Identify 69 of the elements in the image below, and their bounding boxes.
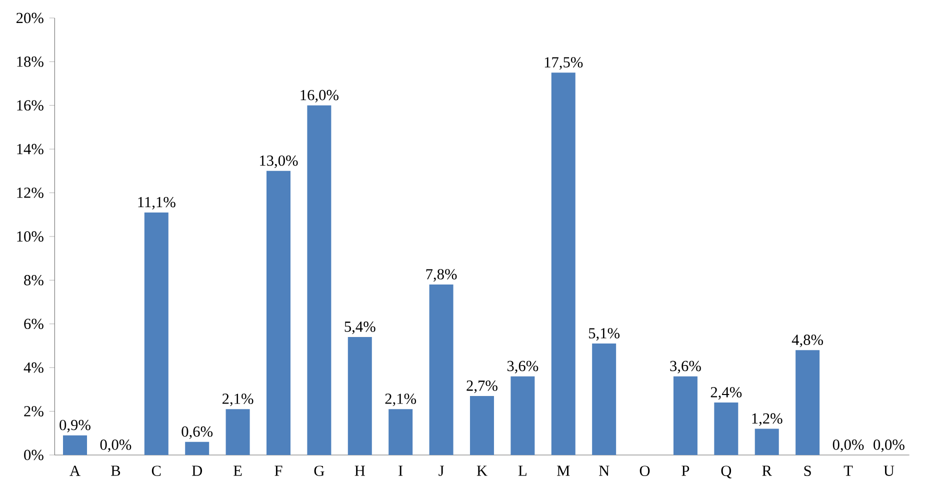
data-label: 2,4% xyxy=(710,387,742,400)
x-tick-label: O xyxy=(640,466,650,476)
data-label: 17,5% xyxy=(544,57,583,70)
x-tick-label: S xyxy=(804,466,811,476)
bar xyxy=(551,72,576,455)
data-label: 0,0% xyxy=(100,440,132,452)
x-tick-label: I xyxy=(398,466,403,476)
data-label: 5,4% xyxy=(344,322,376,334)
data-label: 3,6% xyxy=(670,360,701,374)
y-tick-label: 2% xyxy=(24,406,44,416)
data-label: 4,8% xyxy=(792,334,824,348)
x-tick-label: H xyxy=(354,466,365,476)
y-tick-label: 12% xyxy=(17,188,44,198)
data-label: 0,6% xyxy=(182,426,213,439)
bar xyxy=(429,284,454,455)
bar xyxy=(185,442,210,455)
bar xyxy=(266,170,290,455)
data-label: 5,1% xyxy=(589,328,620,341)
bar xyxy=(63,435,88,455)
x-tick-label: C xyxy=(152,466,161,476)
x-tick-label: K xyxy=(476,466,488,476)
data-label: 11,1% xyxy=(138,196,176,210)
x-tick-label: D xyxy=(192,466,202,476)
data-label: 2,1% xyxy=(385,394,416,406)
data-label: 13,0% xyxy=(260,155,298,168)
bar xyxy=(754,428,779,455)
y-tick-label: 14% xyxy=(17,144,44,154)
x-tick-label: J xyxy=(438,466,444,476)
y-tick-label: 0% xyxy=(24,450,44,460)
x-tick-label: B xyxy=(111,466,120,476)
bar xyxy=(388,409,413,455)
y-tick-label: 16% xyxy=(17,100,44,111)
y-tick-label: 20% xyxy=(16,12,44,24)
data-label: 0,9% xyxy=(60,420,90,432)
x-tick-label: U xyxy=(884,466,894,476)
bar xyxy=(226,409,250,455)
x-tick-label: M xyxy=(557,466,570,476)
bar xyxy=(510,376,535,455)
y-tick-label: 10% xyxy=(17,231,44,242)
bar xyxy=(144,212,168,455)
data-label: 0,0% xyxy=(832,440,864,452)
bar xyxy=(592,344,616,455)
data-label: 2,1% xyxy=(222,394,254,406)
x-tick-label: G xyxy=(314,466,324,476)
x-tick-label: F xyxy=(274,466,282,476)
x-tick-label: Q xyxy=(721,466,732,478)
x-tick-label: L xyxy=(518,466,526,476)
x-tick-label: P xyxy=(682,466,690,476)
y-tick-label: 4% xyxy=(24,362,44,373)
y-tick-label: 6% xyxy=(24,318,44,330)
data-label: 3,6% xyxy=(507,360,538,374)
x-tick-label: T xyxy=(844,466,853,476)
bar xyxy=(348,336,372,455)
x-tick-label: N xyxy=(598,466,610,476)
y-tick-label: 18% xyxy=(17,56,44,67)
bar xyxy=(673,376,698,455)
bar xyxy=(714,402,738,455)
data-label: 1,2% xyxy=(752,413,782,426)
data-label: 7,8% xyxy=(426,269,457,282)
bar xyxy=(796,350,820,455)
data-label: 16,0% xyxy=(300,90,338,102)
data-label: 2,7% xyxy=(466,380,498,394)
bar xyxy=(470,396,494,455)
y-tick-label: 8% xyxy=(24,275,44,286)
data-label: 0,0% xyxy=(874,440,904,452)
x-tick-label: A xyxy=(70,466,80,476)
x-tick-label: R xyxy=(762,466,772,476)
x-tick-label: E xyxy=(234,466,242,476)
bar xyxy=(307,105,332,455)
